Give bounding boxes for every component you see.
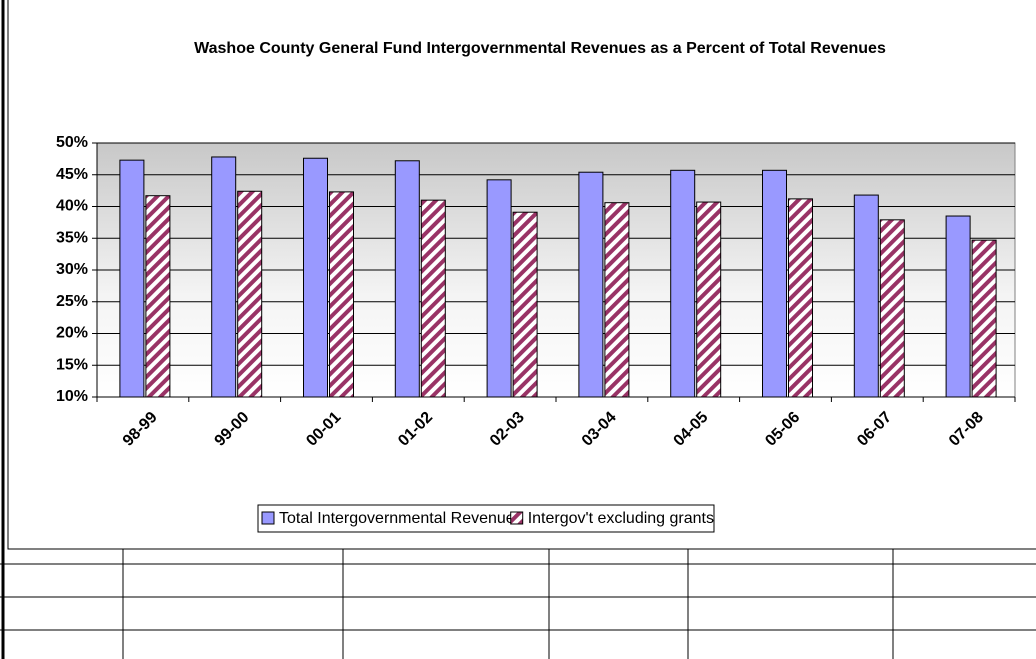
- bar: [237, 190, 263, 398]
- legend-label: Total Intergovernmental Revenue: [279, 510, 515, 527]
- y-tick-label: 50%: [56, 134, 88, 151]
- y-tick-label: 45%: [56, 166, 88, 183]
- bar: [420, 199, 446, 398]
- y-tick-label: 10%: [56, 388, 88, 405]
- legend-label: Intergov't excluding grants: [528, 510, 714, 527]
- bar: [512, 211, 538, 398]
- bar: [486, 179, 512, 398]
- y-tick-label: 15%: [56, 356, 88, 373]
- y-tick-label: 35%: [56, 229, 88, 246]
- legend-swatch: [510, 511, 524, 525]
- bar: [945, 215, 971, 398]
- bar: [604, 202, 630, 398]
- bar: [211, 156, 237, 398]
- bar: [971, 239, 997, 398]
- bar: [696, 201, 722, 398]
- bar: [762, 169, 787, 398]
- bar: [394, 160, 420, 398]
- bar: [145, 195, 171, 398]
- bar: [329, 191, 354, 398]
- bar: [578, 171, 604, 398]
- bar: [303, 157, 328, 398]
- bar: [853, 194, 879, 398]
- legend-swatch: [261, 511, 275, 525]
- y-tick-label: 25%: [56, 293, 88, 310]
- y-tick-label: 20%: [56, 325, 88, 342]
- y-tick-label: 30%: [56, 261, 88, 278]
- bar: [788, 198, 813, 398]
- bar: [119, 159, 145, 398]
- bar: [879, 219, 905, 398]
- y-tick-label: 40%: [56, 198, 88, 215]
- chart-title: Washoe County General Fund Intergovernme…: [194, 40, 886, 57]
- legend-box: [257, 504, 715, 533]
- bar: [670, 169, 696, 398]
